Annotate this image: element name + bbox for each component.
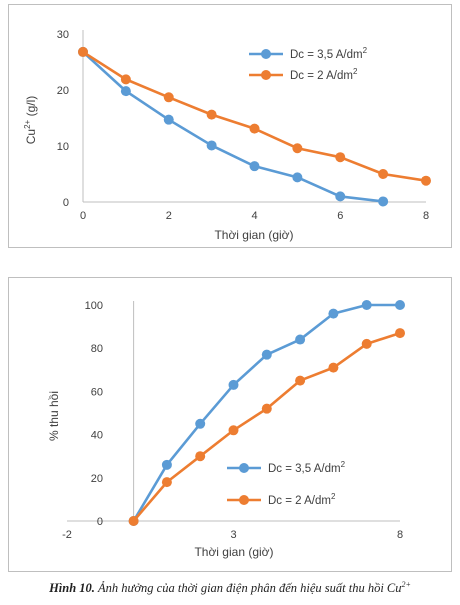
series-1-point [295,334,306,345]
series-2-point [161,477,172,488]
series-1-point [292,172,303,183]
series-1-point [120,86,131,97]
series-1-point [261,349,272,360]
series-line-2 [132,331,401,522]
series-2-point [206,109,217,120]
series-1-point [195,418,206,429]
series-2-point [335,152,346,163]
y-tick-label: 10 [57,141,69,153]
y-tick-label: 100 [85,300,103,312]
x-tick-label: 8 [423,210,429,222]
series-1-point [161,459,172,470]
legend-marker-1 [239,463,249,473]
series-2-point [163,92,174,103]
series-2-point [195,451,206,462]
y-tick-label: 60 [91,386,103,398]
series-1-point [335,191,346,202]
y-tick-label: 20 [91,473,103,485]
series-1-point [395,300,405,310]
series-2-point [128,516,139,526]
series-2-point [395,328,405,339]
y-tick-label: 0 [97,516,103,528]
series-1-point [249,161,260,172]
y-axis-title: Cu2+ (g/l) [23,96,38,144]
legend-label-2: Dc = 2 A/dm2 [268,492,336,507]
series-2-point [421,175,431,186]
y-tick-label: 0 [63,197,69,209]
y-tick-label: 30 [57,29,69,41]
figure-caption: Hình 10. Ảnh hưởng của thời gian điện ph… [0,580,460,596]
x-tick-label: -2 [62,529,72,541]
x-axis-title: Thời gian (giờ) [194,545,273,559]
x-tick-label: 3 [230,529,236,541]
y-tick-label: 40 [91,430,103,442]
caption-label: Hình 10. [49,581,95,596]
series-1-point [361,300,372,310]
series-2-point [261,403,272,414]
series-2-point [228,425,239,436]
series-1-point [206,140,217,151]
caption-text: Ảnh hưởng của thời gian điện phân đến hi… [94,581,402,596]
x-tick-label: 4 [251,210,257,222]
series-2-point [378,169,389,179]
y-tick-label: 80 [91,343,103,355]
legend-label-1: Dc = 3,5 A/dm2 [268,460,346,475]
series-2-point [328,362,339,373]
series-2-point [295,375,306,386]
series-2-point [361,338,372,349]
x-axis-title: Thời gian (giờ) [214,228,293,242]
series-2-point [120,74,131,85]
caption-superscript: 2+ [401,580,411,589]
x-tick-label: 0 [80,210,86,222]
series-2-point [78,46,88,57]
chart-panel-2: -2 3 8 0 20 40 60 80 100 Thời gian (giờ)% thu hồi… [8,277,452,572]
legend-marker-2 [261,70,271,80]
series-2-point [292,143,303,154]
legend-marker-2 [239,495,249,505]
series-1-point [228,379,239,390]
series-line-1 [82,50,384,203]
series-1-point [378,196,389,207]
legend-marker-1 [261,49,271,59]
legend-label-1: Dc = 3,5 A/dm2 [290,46,368,61]
y-tick-label: 20 [57,85,69,97]
x-tick-label: 8 [397,529,403,541]
series-1-point [163,114,174,125]
copper-concentration-chart: 0 2 4 6 8 0 10 20 30 Thời gian (giờ) Cu2+ (g/l) Dc … [23,29,431,242]
x-tick-label: 2 [166,210,172,222]
series-2-point [249,123,260,134]
chart-panel-1: 0 2 4 6 8 0 10 20 30 Thời gian (giờ) Cu2+ (g/l) Dc … [8,4,452,248]
y-axis-title: % thu hồi [47,391,61,441]
x-tick-label: 6 [337,210,343,222]
legend-label-2: Dc = 2 A/dm2 [290,67,358,82]
series-1-point [328,308,339,319]
